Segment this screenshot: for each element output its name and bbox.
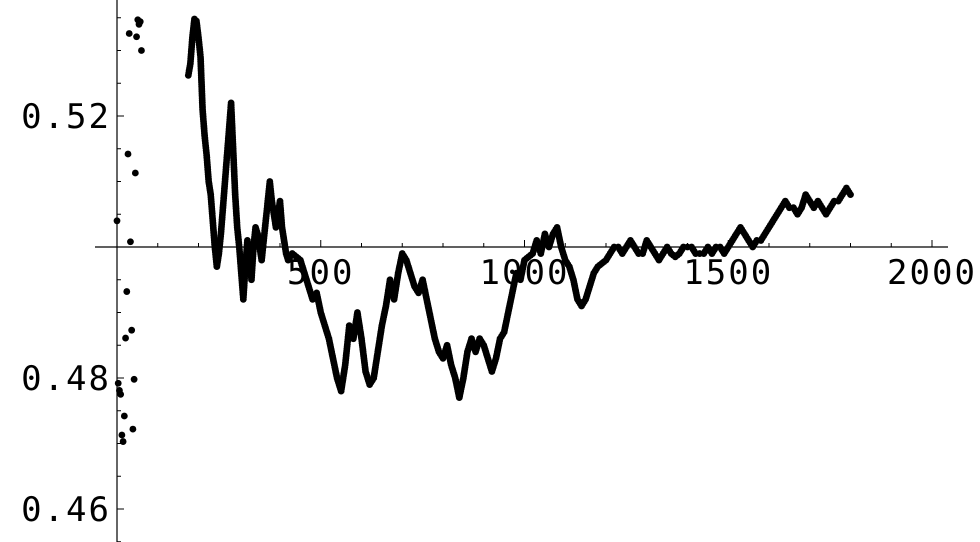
data-point: [136, 18, 144, 26]
data-point: [119, 438, 127, 445]
data-point: [131, 169, 139, 177]
data-point: [129, 425, 137, 433]
data-points: [113, 15, 854, 445]
x-tick-label: 2000: [887, 253, 977, 293]
data-point: [125, 30, 133, 37]
data-point: [130, 375, 138, 383]
data-point: [127, 238, 134, 246]
data-point: [117, 390, 125, 398]
data-point: [124, 150, 132, 158]
data-point: [120, 412, 128, 420]
y-tick-label: 0.48: [21, 359, 111, 399]
x-tick-label: 500: [287, 253, 354, 293]
data-point: [113, 217, 121, 225]
y-ticks: [117, 17, 124, 542]
data-point: [133, 33, 140, 41]
y-tick-label: 0.46: [21, 490, 111, 530]
data-point: [123, 288, 131, 295]
data-point: [847, 191, 854, 199]
data-point: [114, 379, 122, 387]
x-tick-label: 1000: [480, 253, 570, 293]
data-point: [118, 431, 126, 439]
tick-labels: 500 1000 1500 2000 0.46 0.48 0.52: [21, 97, 977, 530]
data-point: [138, 47, 145, 54]
x-tick-label: 1500: [683, 253, 773, 293]
data-point: [122, 334, 129, 342]
y-tick-label: 0.52: [21, 97, 111, 137]
data-point: [128, 326, 136, 334]
